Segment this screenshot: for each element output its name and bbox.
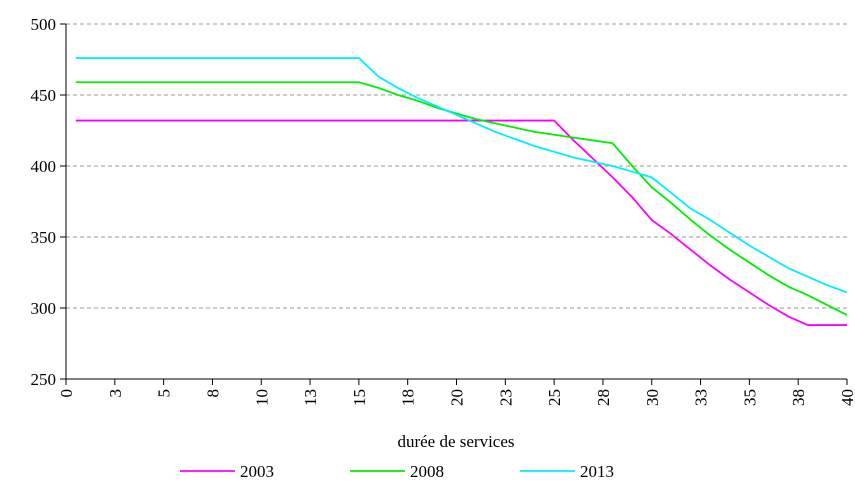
x-tick-label: 18 (399, 389, 418, 406)
legend-label: 2008 (410, 462, 444, 481)
x-tick-label: 10 (252, 389, 271, 406)
y-tick-label: 350 (31, 228, 57, 247)
y-tick-label: 450 (31, 86, 57, 105)
x-tick-label: 38 (789, 389, 808, 406)
legend-label: 2013 (580, 462, 614, 481)
x-tick-label: 28 (594, 389, 613, 406)
y-tick-label: 400 (31, 157, 57, 176)
x-tick-label: 15 (350, 389, 369, 406)
series-line (75, 57, 848, 294)
x-tick-label: 5 (155, 389, 174, 398)
x-tick-label: 33 (692, 389, 711, 406)
x-tick-label: 40 (838, 389, 855, 406)
x-axis-label: durée de services (397, 432, 514, 451)
x-tick-label: 25 (545, 389, 564, 406)
x-tick-label: 35 (740, 389, 759, 406)
x-tick-label: 20 (448, 389, 467, 406)
x-tick-label: 3 (106, 389, 125, 398)
x-tick-label: 13 (301, 389, 320, 406)
x-tick-label: 23 (496, 389, 515, 406)
legend-label: 2003 (240, 462, 274, 481)
series-line (75, 81, 848, 316)
series-line (75, 119, 847, 326)
x-tick-label: 0 (57, 389, 76, 398)
y-tick-label: 250 (31, 370, 57, 389)
y-tick-label: 500 (31, 15, 57, 34)
x-tick-label: 8 (203, 389, 222, 398)
x-tick-label: 30 (643, 389, 662, 406)
y-tick-label: 300 (31, 299, 57, 318)
